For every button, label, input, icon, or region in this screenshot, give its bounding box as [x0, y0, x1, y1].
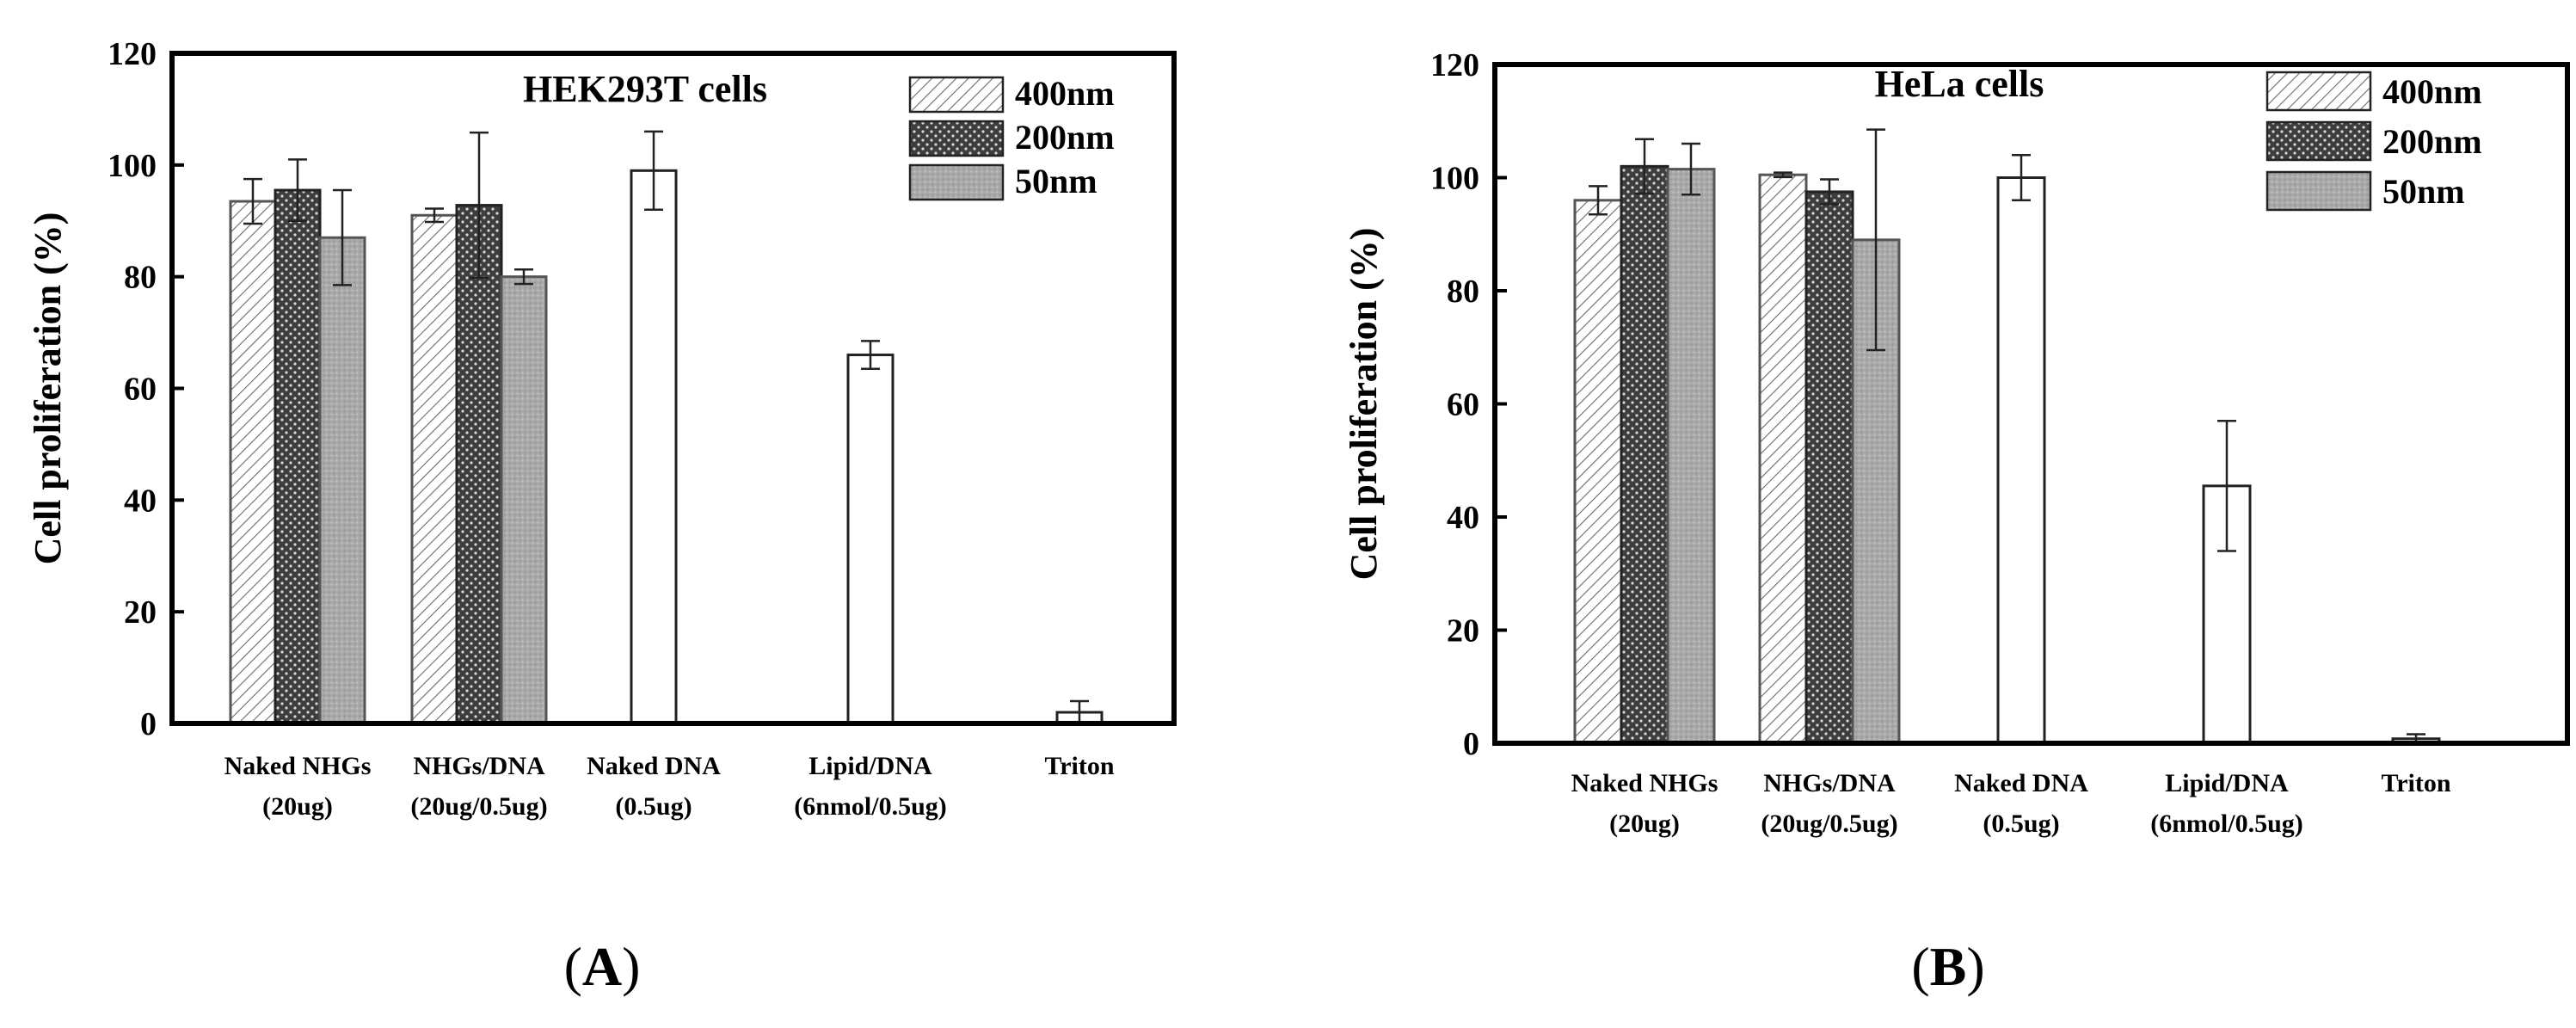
error-bar: [2217, 419, 2236, 552]
error-bar: [288, 158, 307, 222]
legend-label: 200nm: [2382, 122, 2482, 161]
bar: [1996, 176, 2046, 745]
x-tick-label: Naked DNA: [1954, 769, 2088, 797]
legend-label: 200nm: [1015, 118, 1115, 157]
error-bar: [1866, 128, 1885, 352]
bar: [1666, 168, 1716, 745]
x-tick-label: Triton: [1044, 752, 1114, 780]
legend-label: 50nm: [1015, 162, 1097, 200]
error-bar: [425, 207, 444, 224]
bar: [630, 169, 678, 725]
x-tick-label: Naked NHGs: [1571, 769, 1718, 797]
panel-label-a: (A): [564, 936, 641, 997]
chart-title: HeLa cells: [1875, 63, 2044, 105]
x-tick-label-sub: (0.5ug): [1983, 809, 2059, 838]
y-tick-label: 40: [124, 483, 157, 519]
panel-label-letter: A: [582, 936, 622, 997]
chart-panel-a: 0 20 40 60 80 100 120 Cell proliferation (%) H…: [27, 36, 1177, 821]
y-tick-label: 80: [1447, 274, 1479, 310]
y-tick-label: 100: [1430, 161, 1479, 197]
panel-label-b: (B): [1911, 936, 1984, 997]
error-bar: [644, 130, 663, 212]
y-axis-title: Cell proliferation (%): [1343, 228, 1385, 581]
x-tick-label: Triton: [2381, 769, 2450, 797]
error-bar: [514, 268, 533, 286]
bar: [500, 275, 548, 725]
x-tick-label-sub: (20ug): [262, 792, 333, 821]
y-tick-label: 0: [1463, 726, 1479, 762]
error-bar: [243, 177, 262, 225]
x-tick-label-sub: (6nmol/0.5ug): [2150, 809, 2303, 838]
legend-swatch: [2266, 120, 2372, 162]
y-tick-label: 60: [1447, 387, 1479, 423]
y-tick-label: 120: [108, 36, 157, 72]
panel-label-close: ): [622, 936, 640, 997]
error-bar: [470, 131, 489, 280]
legend: 400nm 200nm 50nm: [908, 74, 1115, 201]
x-tick-label: NHGs/DNA: [1763, 769, 1896, 797]
legend: 400nm 200nm 50nm: [2266, 71, 2482, 212]
y-axis-title: Cell proliferation (%): [27, 212, 69, 565]
error-bar: [861, 340, 880, 371]
legend-label: 400nm: [1015, 74, 1115, 113]
x-tick-label: Naked DNA: [587, 752, 721, 780]
bar: [229, 200, 277, 725]
bar: [1804, 190, 1854, 745]
legend-swatch: [2266, 71, 2372, 112]
error-bar: [1681, 142, 1700, 196]
error-bar: [1635, 138, 1654, 195]
chart-title: HEK293T cells: [523, 68, 767, 110]
error-bar: [333, 188, 352, 286]
legend-swatch: [908, 76, 1005, 114]
x-tick-label-sub: (6nmol/0.5ug): [794, 792, 947, 821]
y-tick-label: 80: [124, 260, 157, 296]
y-tick-label: 100: [108, 148, 157, 184]
bar: [1758, 173, 1808, 745]
legend-label: 50nm: [2382, 172, 2465, 211]
bar: [455, 204, 503, 725]
panel-label-open: (: [564, 936, 582, 997]
panel-label-close: ): [1966, 936, 1984, 997]
y-tick-label: 120: [1430, 47, 1479, 83]
legend-swatch: [908, 120, 1005, 157]
error-bar: [1820, 178, 1839, 206]
x-tick-label: NHGs/DNA: [413, 752, 545, 780]
x-tick-label: Naked NHGs: [224, 752, 372, 780]
bar: [410, 213, 458, 725]
chart-panel-b: 0 20 40 60 80 100 120 Cell proliferation (%) H…: [1343, 47, 2570, 838]
y-tick-label: 20: [1447, 613, 1479, 649]
error-bar: [2012, 153, 2031, 202]
error-bar: [1589, 185, 1608, 216]
bar: [274, 188, 322, 725]
y-tick-label: 0: [140, 706, 157, 742]
x-tick-label: Lipid/DNA: [808, 752, 932, 780]
bar: [1620, 164, 1669, 745]
legend-swatch: [2266, 170, 2372, 212]
error-bar: [1774, 171, 1792, 179]
x-tick-label-sub: (20ug/0.5ug): [1761, 809, 1897, 838]
panel-label-letter: B: [1930, 936, 1967, 997]
bar: [1573, 199, 1623, 745]
y-tick-label: 20: [124, 594, 157, 631]
y-tick-label: 40: [1447, 500, 1479, 536]
panel-label-open: (: [1911, 936, 1929, 997]
bar: [318, 236, 366, 725]
x-tick-label-sub: (20ug/0.5ug): [410, 792, 547, 821]
x-tick-label: Lipid/DNA: [2165, 769, 2289, 797]
bar: [846, 354, 895, 725]
legend-label: 400nm: [2382, 72, 2482, 111]
x-tick-label-sub: (0.5ug): [615, 792, 692, 821]
x-tick-label-sub: (20ug): [1609, 809, 1680, 838]
legend-swatch: [908, 163, 1005, 201]
y-tick-label: 60: [124, 372, 157, 408]
